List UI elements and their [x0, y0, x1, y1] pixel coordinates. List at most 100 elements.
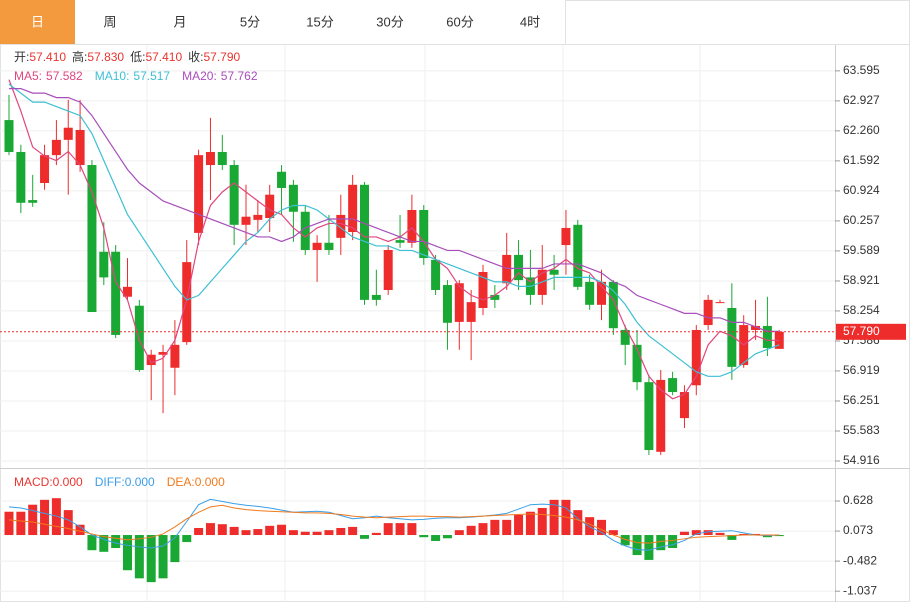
candle-body [75, 129, 85, 166]
tab-label[interactable]: 4时 [520, 14, 540, 29]
macd-bar [620, 535, 630, 546]
macd-bar [265, 525, 275, 536]
tab-label[interactable]: 60分 [446, 14, 473, 29]
macd-bar [549, 499, 559, 536]
candle-body [585, 281, 595, 305]
macd-bar [229, 526, 239, 536]
macd-bar [4, 511, 14, 536]
y-tick-label: -1.037 [843, 583, 877, 597]
tab[interactable]: 5分 [215, 0, 286, 44]
candle-body [668, 378, 678, 393]
candle-body [134, 305, 144, 371]
candle-body [454, 283, 464, 322]
candle-body [336, 214, 346, 238]
macd-bar [525, 511, 535, 536]
macd-bar [158, 535, 168, 579]
y-tick-label: 61.592 [843, 153, 880, 167]
legend-name: MA20: [182, 69, 217, 83]
info-value: 57.830 [87, 50, 124, 64]
macd-bar [134, 535, 144, 579]
tab[interactable]: 周 [75, 0, 146, 44]
candle-body [383, 249, 393, 290]
tab[interactable]: 月 [145, 0, 216, 44]
tab[interactable]: 30分 [355, 0, 426, 44]
candle-body [419, 209, 429, 259]
candle-body [549, 269, 559, 275]
macd-bar [360, 535, 369, 539]
tab-bg[interactable] [75, 0, 145, 44]
macd-bar [288, 530, 298, 536]
tab-label[interactable]: 日 [31, 14, 44, 29]
tab-label[interactable]: 月 [173, 14, 186, 29]
indicator-line [9, 88, 780, 332]
candle-body [371, 294, 381, 300]
y-tick-label: 62.927 [843, 93, 880, 107]
macd-bar [253, 529, 263, 536]
candle-body [561, 227, 571, 246]
macd-bar [407, 523, 417, 536]
y-tick-label: 0.628 [843, 493, 873, 507]
candle-body [703, 299, 713, 326]
macd-bar [656, 535, 666, 551]
candle-body [182, 262, 192, 343]
info-label: 开: [14, 50, 29, 64]
tab-bg[interactable] [215, 0, 285, 44]
tab-bar: 日 周 月 5分 15分 30分 60分 4时 [0, 0, 566, 44]
macd-bar [632, 535, 642, 556]
candle-body [597, 281, 606, 305]
tab-bg[interactable] [145, 0, 215, 44]
macd-bar [442, 535, 452, 539]
last-price-box [836, 323, 906, 340]
candle-body [632, 344, 642, 383]
tab[interactable]: 15分 [285, 0, 356, 44]
candle-body [87, 165, 97, 313]
legend-name: DIFF: [95, 475, 125, 489]
tab-label[interactable]: 15分 [306, 14, 333, 29]
y-tick-label: 58.921 [843, 273, 880, 287]
candle-body [40, 155, 50, 184]
candle-body [573, 224, 583, 287]
tab-bg[interactable] [495, 0, 565, 44]
candle-body [217, 151, 227, 166]
tab-bg[interactable] [285, 0, 355, 44]
macd-bar [383, 523, 393, 536]
macd-bar [537, 507, 547, 536]
macd-bar [774, 535, 784, 537]
macd-bar [454, 530, 464, 536]
candle-body [205, 151, 215, 166]
candle-body [229, 165, 239, 225]
macd-bar [336, 527, 346, 536]
legend-value: 57.762 [221, 69, 258, 83]
candle-body [277, 171, 287, 188]
candle-body [490, 294, 500, 300]
indicator-line [8, 504, 780, 544]
macd-bar [715, 532, 725, 536]
macd-bar [608, 530, 618, 536]
macd-bar [668, 535, 678, 549]
candle-body [312, 242, 322, 250]
candle-body [679, 392, 689, 419]
candle-body [751, 325, 761, 330]
tab[interactable]: 60分 [425, 0, 496, 44]
macd-bar [490, 519, 500, 536]
candle-body [146, 354, 156, 366]
macd-bar [170, 535, 180, 563]
last-price-label: 57.790 [843, 324, 880, 338]
tab[interactable]: 4时 [495, 0, 566, 44]
tab-label[interactable]: 30分 [376, 14, 403, 29]
tab-label[interactable]: 5分 [240, 14, 260, 29]
candle-body [727, 307, 737, 367]
tab-bg[interactable] [355, 0, 425, 44]
macd-bar [419, 535, 429, 538]
macd-bar [691, 530, 701, 536]
tab-label[interactable]: 周 [103, 14, 116, 29]
macd-bar [241, 530, 251, 536]
tab-bg[interactable] [0, 0, 75, 44]
tab-bg[interactable] [425, 0, 495, 44]
y-tick-label: 58.254 [843, 303, 880, 317]
tab[interactable]: 日 [0, 0, 76, 44]
macd-bar [395, 523, 405, 536]
legend-value: 0.000 [195, 475, 225, 489]
candle-body [158, 352, 168, 355]
